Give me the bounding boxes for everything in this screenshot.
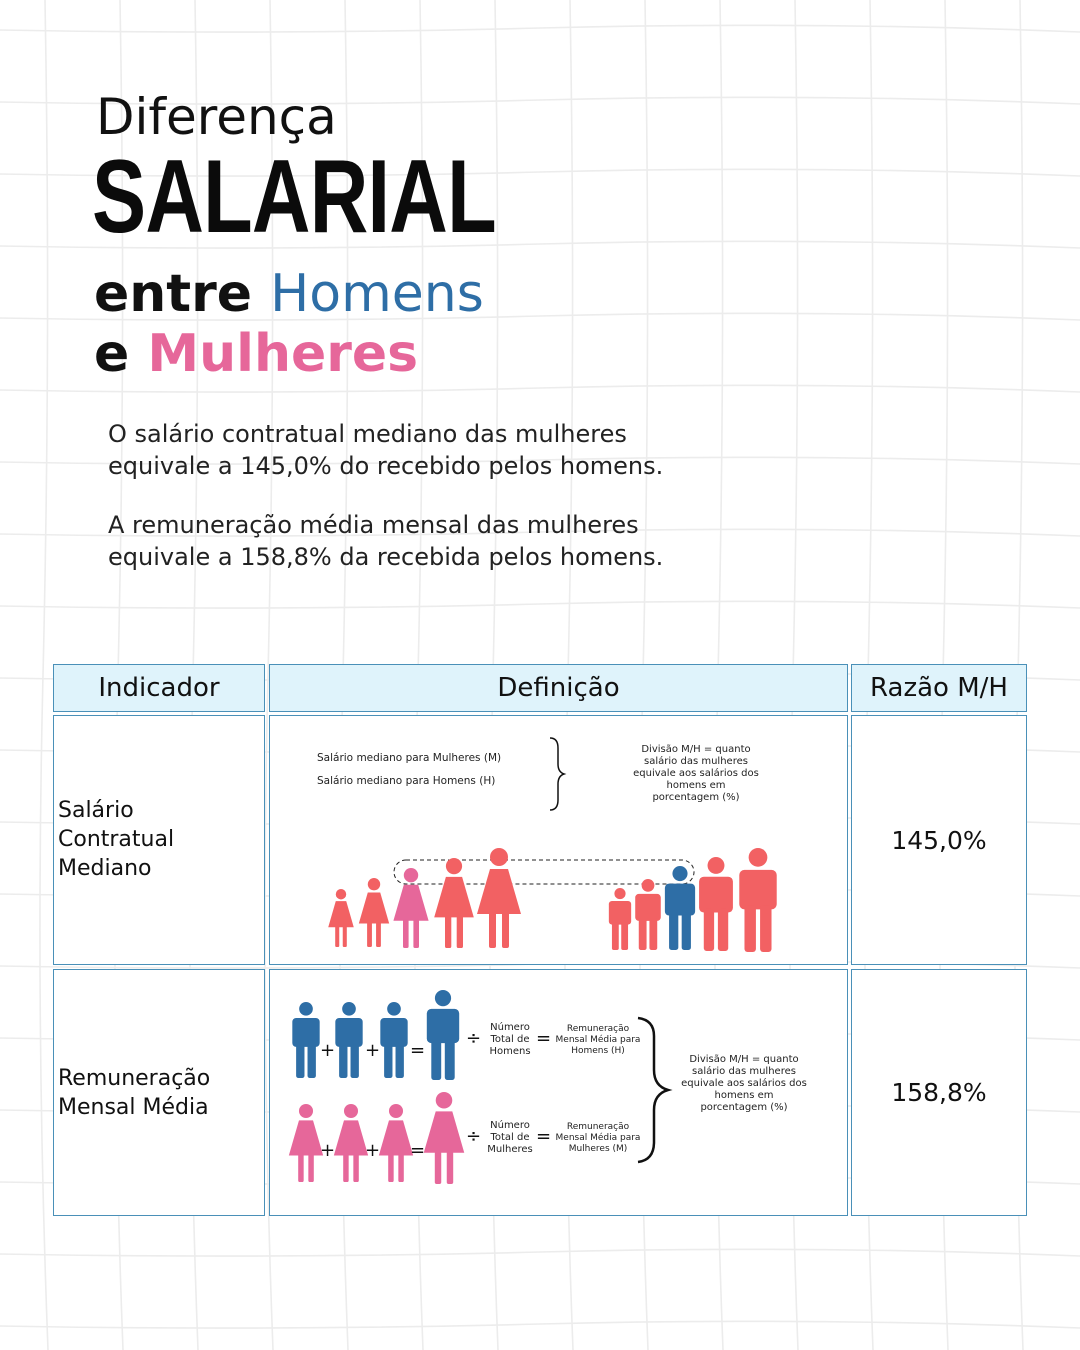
grid-line-horizontal xyxy=(0,312,1080,321)
women-divide: ÷ xyxy=(466,1126,482,1147)
grid-line-horizontal xyxy=(0,600,1080,609)
grid-line-horizontal xyxy=(0,24,1080,33)
man-icon xyxy=(739,848,777,952)
row-2-definition-cell: + + = ÷ Número Total de Homens = Remuner… xyxy=(269,969,848,1216)
title-line-4: e Mulheres xyxy=(94,324,418,384)
title-mulheres: Mulheres xyxy=(147,324,419,384)
title-homens: Homens xyxy=(270,264,484,324)
row-1-line-m: Salário mediano para Mulheres (M) xyxy=(317,752,502,764)
row-1-definition-cell: Salário mediano para Mulheres (M) Salári… xyxy=(269,715,848,965)
woman-icon xyxy=(434,858,474,948)
grid-line-horizontal xyxy=(0,168,1080,177)
woman-icon xyxy=(393,868,429,948)
man-icon xyxy=(426,990,460,1080)
row-1-women-group xyxy=(328,848,521,948)
grid-line-vertical xyxy=(264,0,274,1350)
man-icon xyxy=(635,879,661,950)
paragraph-median: O salário contratual mediano das mulhere… xyxy=(108,420,664,480)
row-2-ratio: 158,8% xyxy=(851,969,1027,1216)
paragraph-average: A remuneração média mensal das mulheres … xyxy=(108,511,664,571)
woman-icon xyxy=(358,878,390,947)
row-2-indicator: Remuneração Mensal Média xyxy=(58,1066,211,1120)
row-2-indicator-cell: Remuneração Mensal Média xyxy=(53,969,265,1216)
men-result-equals: = xyxy=(536,1028,552,1049)
title-line-3: entre Homens xyxy=(94,264,484,324)
grid-line-horizontal xyxy=(0,528,1080,537)
women-result-label: Remuneração Mensal Média para Mulheres (… xyxy=(555,1122,641,1154)
men-plus-1: + xyxy=(320,1040,336,1061)
man-icon xyxy=(292,1002,320,1078)
row-1-indicator-cell: Salário Contratual Mediano xyxy=(53,715,265,965)
grid-line-horizontal xyxy=(0,384,1080,393)
men-equals: = xyxy=(410,1040,426,1061)
title-line-2: SALARIAL xyxy=(92,139,497,255)
grid-line-vertical xyxy=(39,0,49,1350)
men-divide: ÷ xyxy=(466,1028,482,1049)
row-1-dashed-highlight xyxy=(393,859,695,885)
woman-icon xyxy=(328,889,354,947)
man-icon xyxy=(664,866,696,950)
man-icon xyxy=(699,857,733,951)
woman-icon xyxy=(378,1104,414,1182)
woman-icon xyxy=(477,848,521,948)
women-plus-1: + xyxy=(320,1140,336,1161)
grid-line-horizontal xyxy=(0,96,1080,105)
man-icon xyxy=(335,1002,363,1078)
header-razao: Razão M/H xyxy=(851,664,1027,712)
men-result-label: Remuneração Mensal Média para Homens (H) xyxy=(555,1024,641,1056)
man-icon xyxy=(380,1002,408,1078)
woman-icon xyxy=(333,1104,369,1182)
women-result-equals: = xyxy=(536,1126,552,1147)
row-1-line-h: Salário mediano para Homens (H) xyxy=(317,775,496,787)
row-1-brace xyxy=(549,737,567,811)
row-1-men-group xyxy=(608,848,777,952)
row-1-division-note: Divisão M/H = quanto salário das mulhere… xyxy=(633,744,759,803)
title-line-3-prefix: entre xyxy=(94,264,271,324)
man-icon xyxy=(608,888,632,950)
grid-line-horizontal xyxy=(0,456,1080,465)
row-1-ratio: 145,0% xyxy=(851,715,1027,965)
men-count-label: Número Total de Homens xyxy=(489,1022,531,1057)
grid-line-horizontal xyxy=(0,240,1080,249)
women-equals: = xyxy=(410,1140,426,1161)
row-1-indicator: Salário Contratual Mediano xyxy=(58,798,175,881)
row-2-figures xyxy=(288,990,673,1184)
grid-line-horizontal xyxy=(0,1248,1080,1257)
women-count-label: Número Total de Mulheres xyxy=(487,1120,533,1155)
women-plus-2: + xyxy=(365,1140,381,1161)
woman-icon xyxy=(423,1092,465,1184)
title-line-4-prefix: e xyxy=(94,324,148,384)
row-2-men-group xyxy=(292,990,460,1080)
header-indicador: Indicador xyxy=(53,664,265,712)
title-line-1: Diferença xyxy=(96,88,337,146)
row-2-division-note: Divisão M/H = quanto salário das mulhere… xyxy=(681,1054,807,1113)
row-1-figures xyxy=(328,737,777,952)
men-plus-2: + xyxy=(365,1040,381,1061)
row-2-women-group xyxy=(288,1092,465,1184)
row-2-brace xyxy=(637,1016,673,1164)
woman-icon xyxy=(288,1104,324,1182)
grid-line-horizontal xyxy=(0,1320,1080,1329)
header-definicao: Definição xyxy=(269,664,848,712)
